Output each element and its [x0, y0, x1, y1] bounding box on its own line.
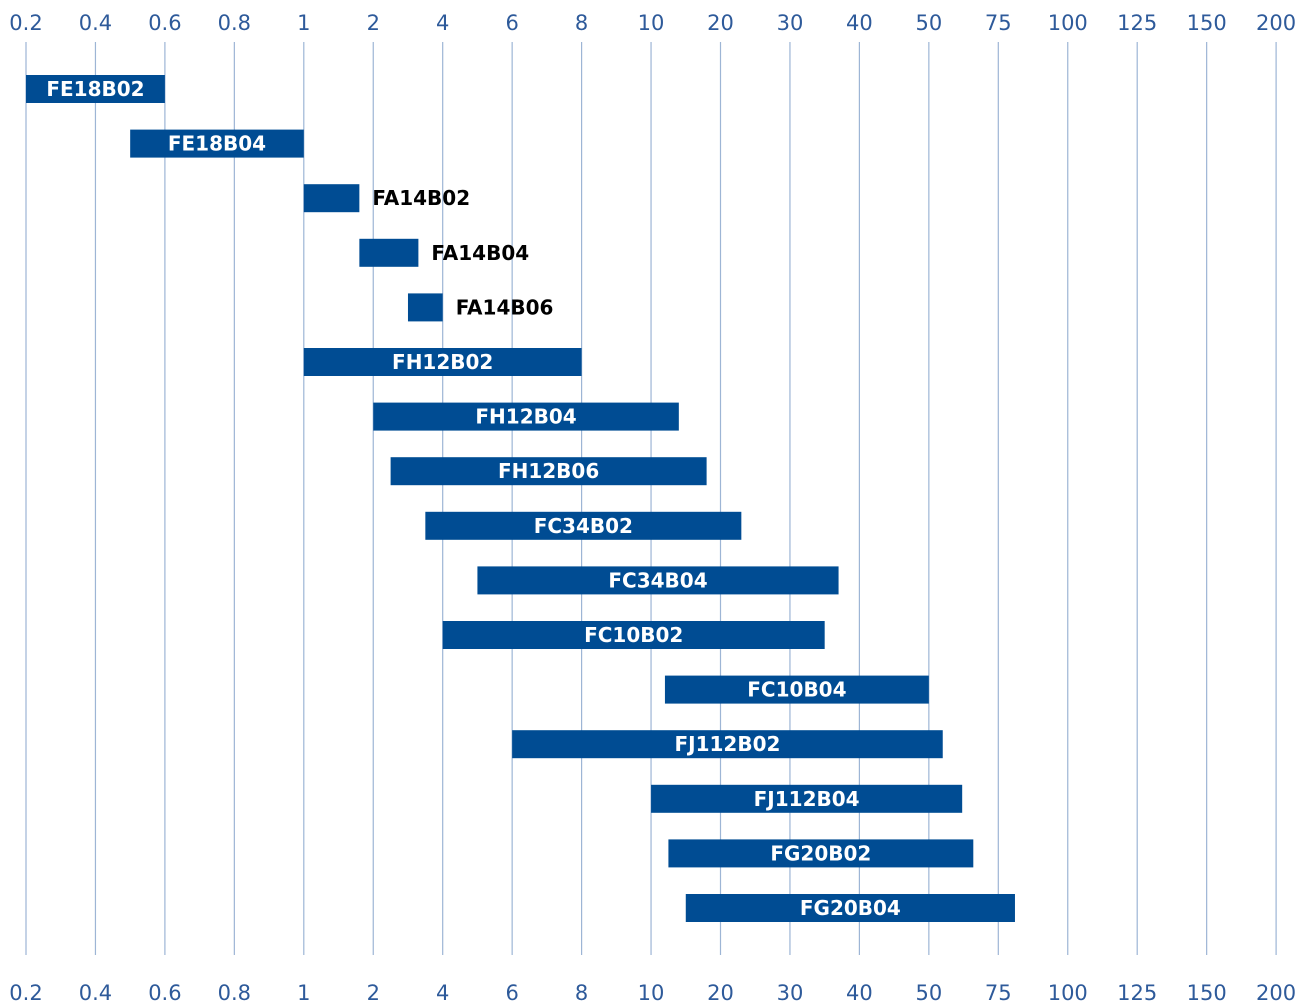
gridlines	[25, 42, 1277, 955]
bar-label: FH12B04	[475, 405, 576, 429]
top-tick-label: 2	[367, 11, 380, 35]
top-tick-labels: 0.2 0.4 0.6 0.8 1 2 4 6 8 10 20 30 40 50 75 100 125 150 20…	[9, 11, 1296, 35]
bottom-tick-label: 6	[505, 981, 518, 1005]
bar-label: FC34B02	[534, 514, 633, 538]
bar-label: FJ112B04	[754, 787, 860, 811]
bar-fc34b04	[477, 566, 839, 595]
bar-label: FA14B02	[372, 186, 470, 210]
bar-fj112b02	[512, 730, 943, 759]
top-tick-label: 0.6	[148, 11, 181, 35]
bar-label: FJ112B02	[674, 732, 780, 756]
bar-label: FG20B02	[770, 841, 871, 865]
bars	[26, 75, 1015, 922]
top-tick-label: 125	[1117, 11, 1157, 35]
bar-fh12b06	[390, 457, 707, 486]
top-tick-label: 10	[638, 11, 665, 35]
bottom-tick-label: 30	[777, 981, 804, 1005]
bottom-tick-label: 1	[297, 981, 310, 1005]
bar-label: FC10B04	[747, 678, 846, 702]
bar-label: FH12B02	[392, 350, 493, 374]
bar-fa14b06	[407, 293, 443, 322]
bar-fg20b02	[668, 839, 974, 868]
top-tick-label: 1	[297, 11, 310, 35]
bottom-tick-label: 100	[1048, 981, 1088, 1005]
bar-label: FE18B02	[46, 77, 144, 101]
top-tick-label: 20	[707, 11, 734, 35]
top-tick-label: 30	[777, 11, 804, 35]
bar-label: FC34B04	[608, 568, 707, 592]
bottom-tick-label: 50	[915, 981, 942, 1005]
top-tick-label: 0.2	[9, 11, 42, 35]
bottom-tick-label: 10	[638, 981, 665, 1005]
bottom-tick-label: 20	[707, 981, 734, 1005]
bottom-tick-label: 40	[846, 981, 873, 1005]
bar-fc10b02	[442, 621, 825, 649]
bottom-tick-labels: 0.2 0.4 0.6 0.8 1 2 4 6 8 10 20 30 40 50 75 100 125 150 20…	[9, 981, 1296, 1005]
bar-label: FA14B06	[456, 295, 554, 319]
bottom-tick-label: 0.8	[218, 981, 251, 1005]
bar-fa14b04	[359, 238, 419, 267]
bar-fc10b04	[664, 675, 929, 704]
bar-fe18b04	[130, 129, 304, 158]
bar-fh12b04	[373, 402, 679, 431]
top-tick-label: 6	[505, 11, 518, 35]
bar-fh12b02	[303, 348, 582, 376]
top-tick-label: 0.4	[79, 11, 112, 35]
bottom-tick-label: 200	[1256, 981, 1296, 1005]
bottom-tick-label: 2	[367, 981, 380, 1005]
top-tick-label: 150	[1187, 11, 1227, 35]
top-tick-label: 200	[1256, 11, 1296, 35]
top-tick-label: 0.8	[218, 11, 251, 35]
bar-fa14b02	[303, 184, 360, 213]
bar-labels: FE18B02 FE18B04 FA14B02 FA14B04 FA14B06 FH12B…	[46, 77, 901, 920]
bottom-tick-label: 8	[575, 981, 588, 1005]
top-tick-label: 4	[436, 11, 449, 35]
bottom-tick-label: 150	[1187, 981, 1227, 1005]
bar-label: FA14B04	[431, 241, 529, 265]
bottom-tick-label: 0.4	[79, 981, 112, 1005]
top-tick-label: 75	[985, 11, 1012, 35]
bar-label: FG20B04	[800, 896, 901, 920]
bottom-tick-label: 0.6	[148, 981, 181, 1005]
bar-fj112b04	[651, 784, 963, 813]
bottom-tick-label: 0.2	[9, 981, 42, 1005]
top-tick-label: 100	[1048, 11, 1088, 35]
top-tick-label: 40	[846, 11, 873, 35]
bar-fc34b02	[425, 511, 742, 540]
bottom-tick-label: 125	[1117, 981, 1157, 1005]
bar-label: FC10B02	[584, 623, 683, 647]
top-tick-label: 8	[575, 11, 588, 35]
bar-label: FE18B04	[168, 132, 266, 156]
bar-fg20b04	[685, 894, 1015, 922]
bottom-tick-label: 75	[985, 981, 1012, 1005]
bottom-tick-label: 4	[436, 981, 449, 1005]
bar-fe18b02	[26, 75, 165, 103]
top-tick-label: 50	[915, 11, 942, 35]
bar-label: FH12B06	[498, 459, 599, 483]
